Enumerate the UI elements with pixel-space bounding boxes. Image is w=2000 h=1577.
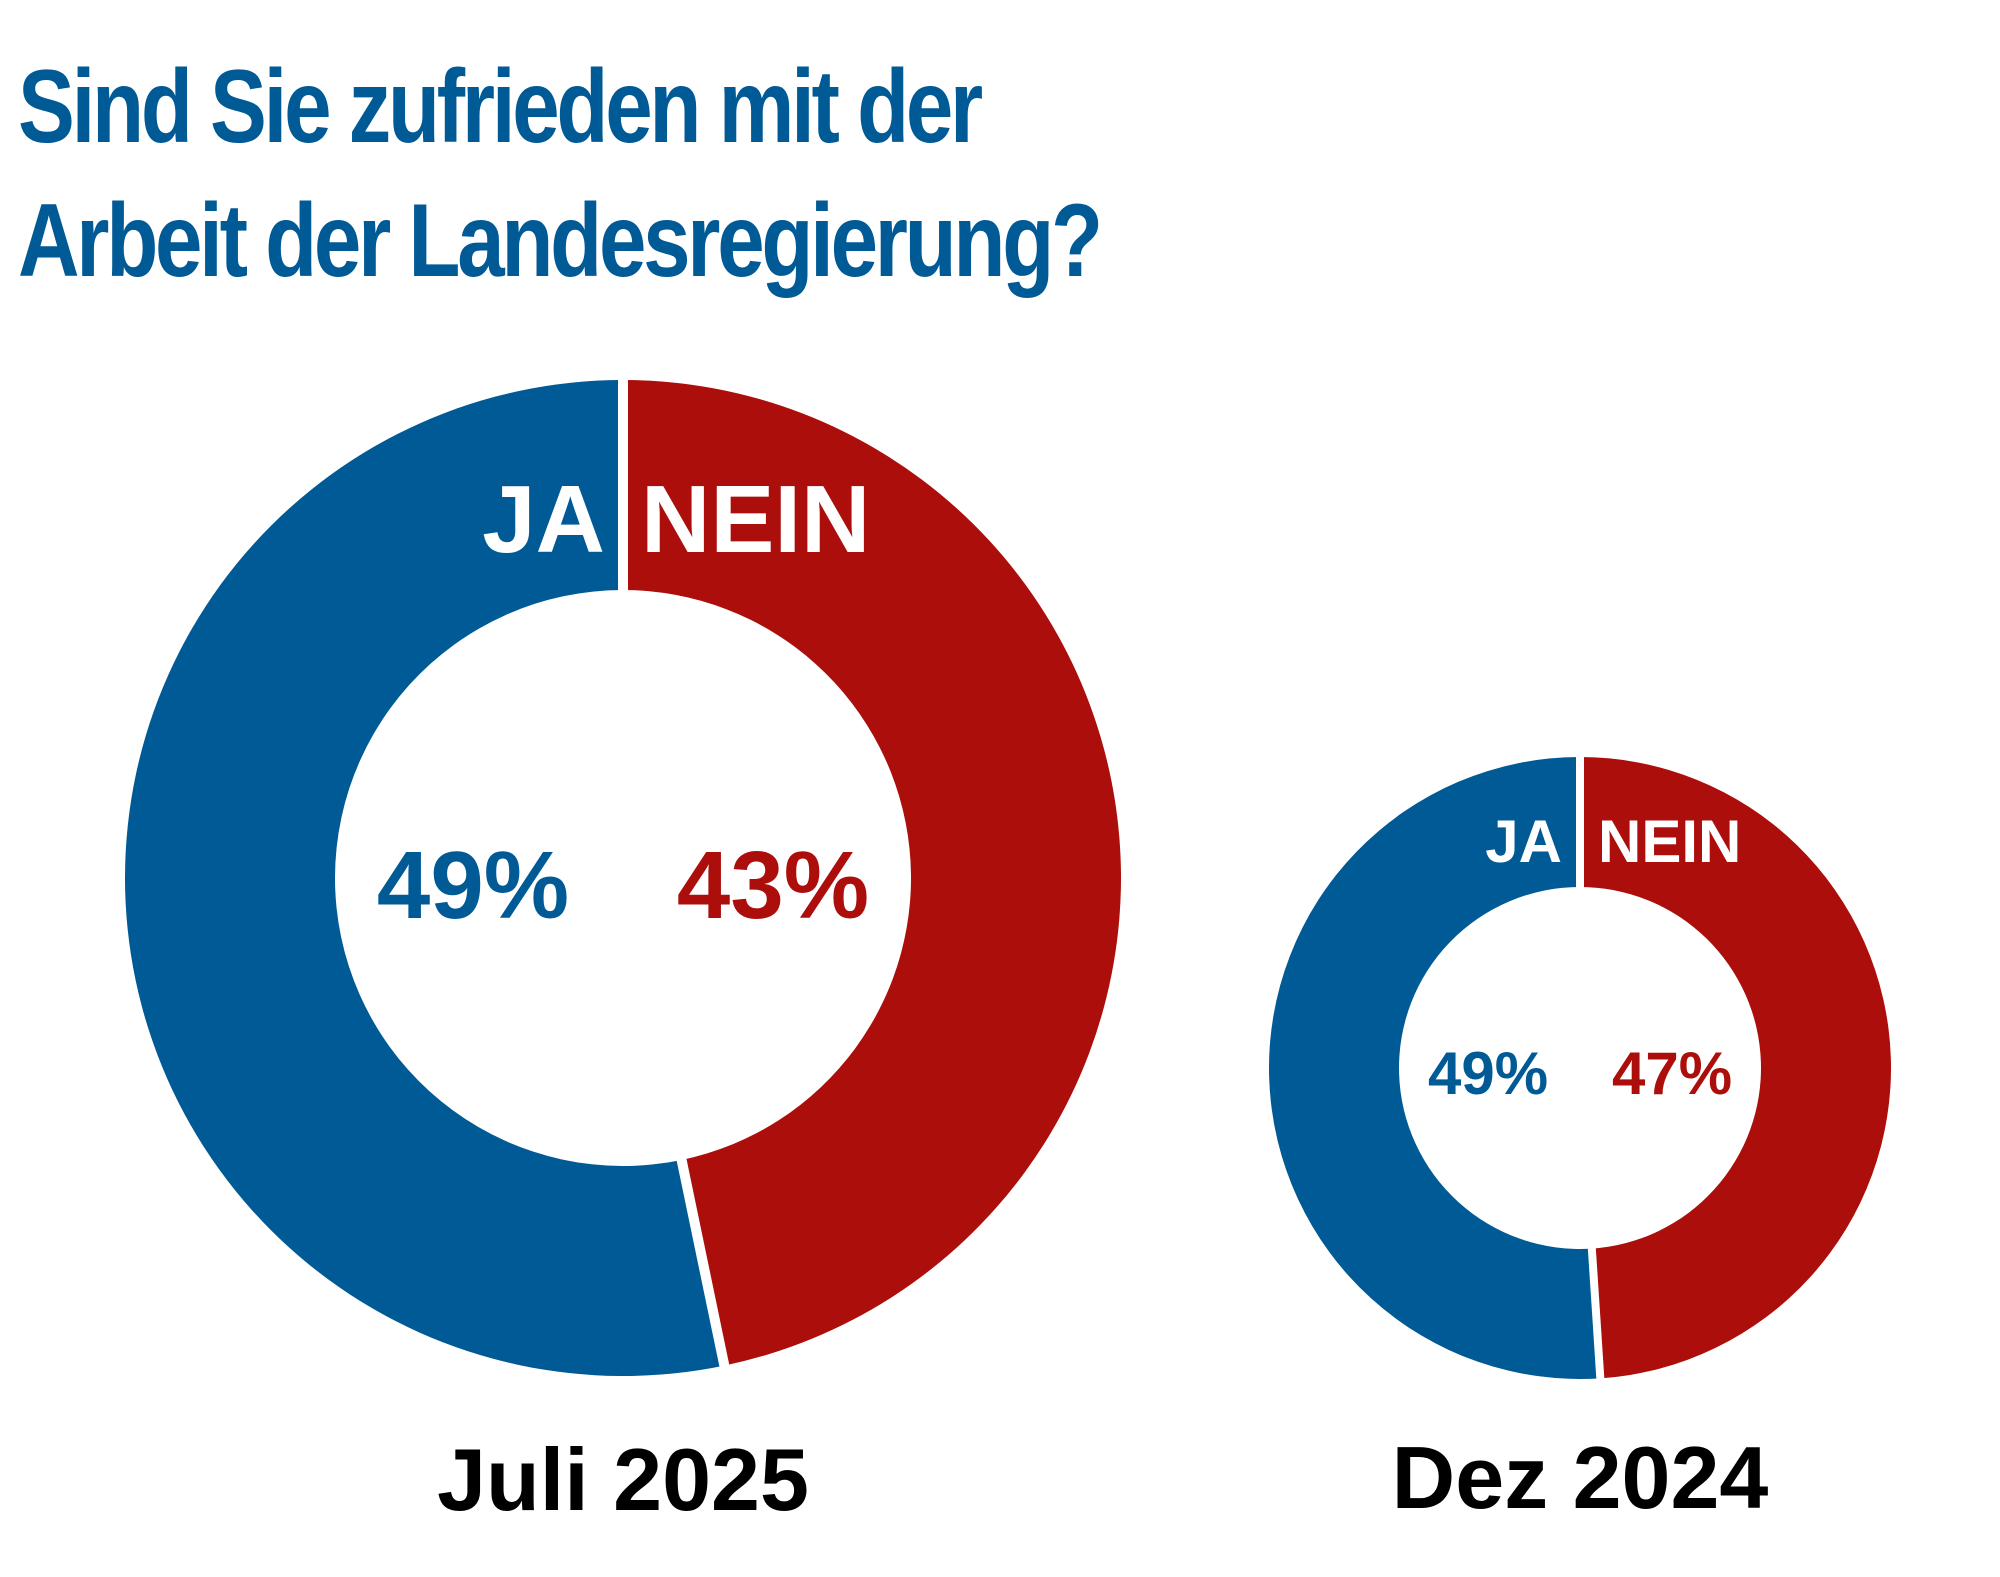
value-label-ja: 49% [1428,1040,1548,1107]
segment-divider [1587,1246,1605,1381]
segment-label-ja: JA [1485,808,1562,875]
chart-title-line-2: Arbeit der Landesregierung? [18,183,1103,299]
segment-divider [676,1157,730,1369]
value-label-ja: 49% [377,832,569,939]
donut-segment-nein [623,380,1121,1366]
chart-title-line-1: Sind Sie zufrieden mit der [18,49,983,165]
donut-segment-ja [1269,757,1601,1379]
segment-label-ja: JA [482,466,605,573]
chart-title: Sind Sie zufrieden mit der Arbeit der La… [18,40,1103,308]
segment-label-nein: NEIN [1598,808,1741,875]
chart-caption: Dez 2024 [1392,1428,1769,1527]
donut-segment-ja [124,380,725,1377]
chart-caption: Juli 2025 [437,1430,809,1529]
donut-chart-1: JA NEIN 49% 43% Juli 2025 [124,378,1121,1529]
donut-segment-nein [1580,757,1891,1379]
segment-label-nein: NEIN [641,466,870,573]
value-label-nein: 43% [677,832,869,939]
value-label-nein: 47% [1612,1040,1732,1107]
donut-chart-2: JA NEIN 49% 47% Dez 2024 [1269,755,1891,1527]
